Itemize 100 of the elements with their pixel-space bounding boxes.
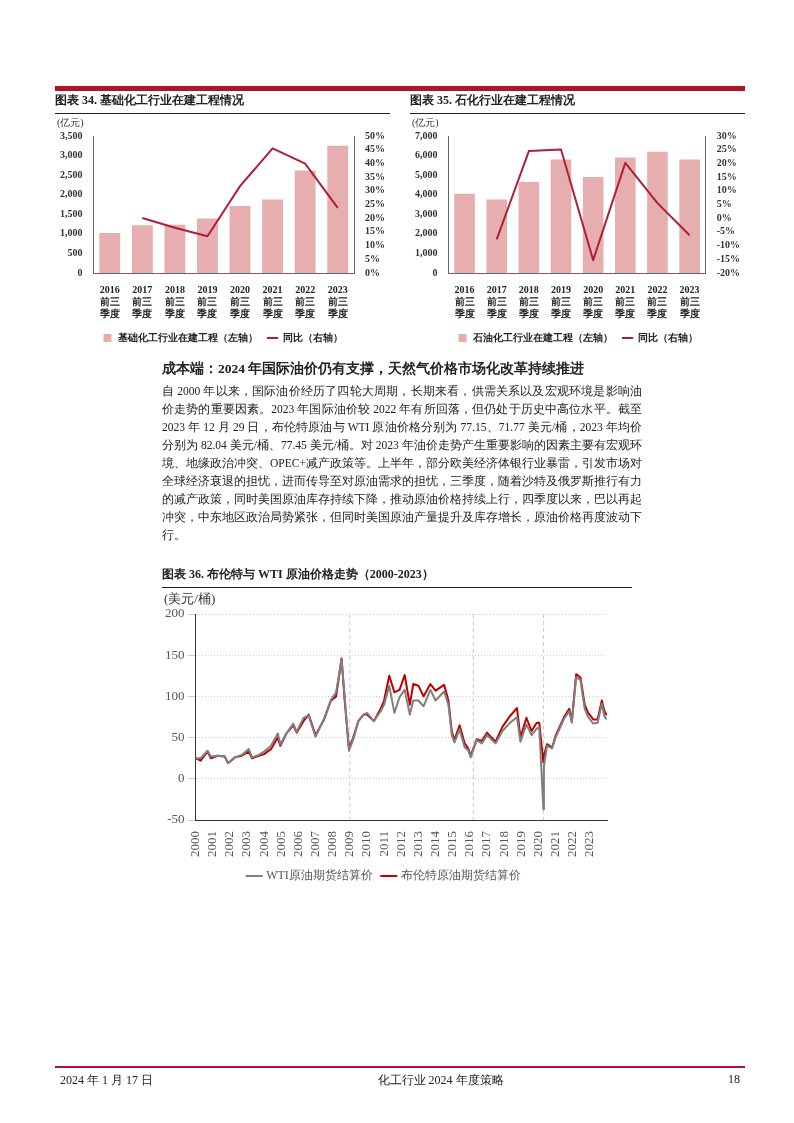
- legend-label: 同比（右轴）: [637, 331, 698, 343]
- y-tick-label: 7,000: [415, 129, 438, 141]
- y-tick-label: 0: [178, 770, 185, 786]
- y2-tick-label: 50%: [365, 129, 385, 141]
- legend-label: 基础化工行业在建工程（左轴）: [116, 331, 258, 343]
- y2-tick-label: 5%: [716, 198, 732, 210]
- x-tick-label: 2016前三季度: [453, 283, 475, 319]
- bar: [679, 159, 700, 273]
- text: 2024 年 1 月 17 日: [60, 1072, 153, 1089]
- y2-tick-label: -15%: [716, 252, 741, 264]
- x-tick-label: 2022前三季度: [646, 283, 668, 319]
- x-tick-label: 2020: [529, 831, 545, 857]
- x-tick-label: 2019: [512, 831, 528, 857]
- x-tick-label: 2011: [375, 831, 391, 857]
- x-tick-label: 2019前三季度: [196, 283, 218, 319]
- y-tick-label: 1,000: [60, 227, 83, 239]
- y-tick-label: 200: [165, 605, 185, 621]
- bar: [582, 177, 604, 273]
- y-tick-label: 3,000: [415, 207, 438, 219]
- x-tick-label: 2023前三季度: [326, 283, 348, 319]
- x-tick-label: 2018前三季度: [517, 283, 539, 319]
- y2-tick-label: 10%: [365, 239, 385, 251]
- x-tick-label: 2020前三季度: [582, 283, 604, 319]
- y-tick-label: 500: [67, 247, 83, 259]
- legend-label: 石油化工行业在建工程（左轴）: [471, 331, 613, 343]
- legend-label: 同比（右轴）: [282, 331, 343, 343]
- y-axis-title: (美元/桶): [164, 590, 216, 606]
- x-tick-label: 2023前三季度: [678, 283, 700, 319]
- bar: [197, 218, 218, 273]
- y-tick-label: 6,000: [415, 149, 438, 161]
- text: 化工行业 2024 年度策略: [377, 1072, 504, 1089]
- y-tick-label: 2,000: [415, 227, 438, 239]
- y-axis-title: (亿元): [412, 116, 439, 129]
- text: 成本端：2024 年国际油价仍有支撑，天然气价格市场化改革持续推进: [162, 360, 586, 378]
- bar: [262, 199, 284, 273]
- y-tick-label: 50: [171, 729, 185, 745]
- y-tick-label: 3,500: [60, 129, 83, 141]
- y2-tick-label: 40%: [365, 156, 385, 168]
- y-tick-label: 3,000: [60, 149, 83, 161]
- y-tick-label: 4,000: [415, 188, 438, 200]
- x-tick-label: 2017: [478, 830, 494, 857]
- x-tick-label: 2020前三季度: [229, 283, 251, 319]
- x-tick-label: 2017前三季度: [485, 283, 507, 319]
- x-tick-label: 2021: [546, 831, 562, 857]
- text: 18: [728, 1072, 740, 1088]
- x-tick-label: 2003: [238, 831, 254, 857]
- x-tick-label: 2018前三季度: [163, 283, 185, 319]
- y2-tick-label: 45%: [365, 143, 385, 155]
- x-tick-label: 2010: [358, 831, 374, 857]
- bar: [294, 170, 316, 273]
- y-tick-label: -50: [167, 811, 185, 827]
- x-tick-label: 2015: [444, 831, 460, 857]
- y-tick-label: 100: [165, 687, 185, 703]
- y2-tick-label: 0%: [716, 211, 732, 223]
- bar: [229, 206, 251, 273]
- x-tick-label: 2008: [324, 831, 340, 857]
- x-tick-label: 2002: [221, 831, 237, 857]
- x-tick-label: 2018: [495, 831, 511, 857]
- x-tick-label: 2021前三季度: [614, 283, 636, 319]
- bar: [518, 181, 540, 273]
- bar: [550, 159, 572, 273]
- x-tick-label: 2005: [272, 831, 288, 857]
- y2-tick-label: 20%: [716, 156, 737, 168]
- x-tick-label: 2017前三季度: [131, 283, 153, 319]
- bar: [131, 225, 153, 273]
- x-tick-label: 2012: [392, 831, 408, 857]
- y2-tick-label: -20%: [716, 266, 741, 278]
- chart-title: 图表 36. 布伦特与 WTI 原油价格走势（2000-2023）: [162, 566, 632, 588]
- y2-tick-label: 15%: [365, 225, 385, 237]
- bar: [486, 199, 508, 273]
- x-tick-label: 2022: [564, 831, 580, 857]
- y2-tick-label: 35%: [365, 170, 385, 182]
- text: 自 2000 年以来，国际油价经历了四轮大周期，长期来看，供需关系以及宏观环境是影响油价走势的重要因素。2023 年国际油价较 2022 年有所回落，但仍处于历史中高位水平。截至 2023 年 12 月 29 日，布伦特原油与 WTI 原油价格分别为 77.15、71.77 美元/桶，2023 年均价分别为 82.04 美元/桶、77.45 美元/桶。对 2023 年油价走势产生重要影响的因素主要有宏观环境、地缘政治冲突、OPEC+减产政策等。上半年，部分欧美经济体银行业暴雷，引发市场对全球经济衰退的担忧，进而传导至对原油需求的担忧，三季度，随着沙特及俄罗斯推行有力的减产政策，同时美国原油库存持续下降，推动原油价格持续上行，四季度以来，巴以再起冲突，中东地区政治局势紧张，但同时美国原油产量提升及库存增长，原油价格再度波动下行。: [162, 385, 642, 541]
- bar: [99, 233, 121, 273]
- y-tick-label: 5,000: [415, 168, 438, 180]
- x-tick-label: 2007: [306, 830, 322, 857]
- y2-tick-label: -5%: [716, 225, 736, 237]
- y-tick-label: 2,000: [60, 188, 83, 200]
- y2-tick-label: 25%: [365, 198, 385, 210]
- chart-title: 图表 35. 石化行业在建工程情况: [410, 92, 745, 114]
- x-tick-label: 2006: [289, 830, 305, 857]
- chart-title: 图表 34. 基础化工行业在建工程情况: [55, 92, 390, 114]
- y2-tick-label: 15%: [716, 170, 737, 182]
- y-tick-label: 0: [77, 266, 83, 278]
- x-tick-label: 2000: [186, 831, 202, 857]
- y-tick-label: 150: [165, 646, 185, 662]
- bar: [327, 145, 349, 273]
- y2-tick-label: 30%: [716, 129, 737, 141]
- y-axis-title: (亿元): [57, 116, 84, 129]
- x-tick-label: 2021前三季度: [261, 283, 283, 319]
- y2-tick-label: 30%: [365, 184, 385, 196]
- legend-label: WTI原油期货结算价: [266, 868, 373, 883]
- y2-tick-label: 10%: [716, 184, 737, 196]
- x-tick-label: 2001: [204, 831, 220, 857]
- y2-tick-label: 25%: [716, 143, 737, 155]
- bar: [615, 157, 636, 273]
- y-tick-label: 1,000: [415, 247, 438, 259]
- x-tick-label: 2023: [581, 831, 597, 857]
- y2-tick-label: 0%: [365, 266, 380, 278]
- x-tick-label: 2016前三季度: [98, 283, 120, 319]
